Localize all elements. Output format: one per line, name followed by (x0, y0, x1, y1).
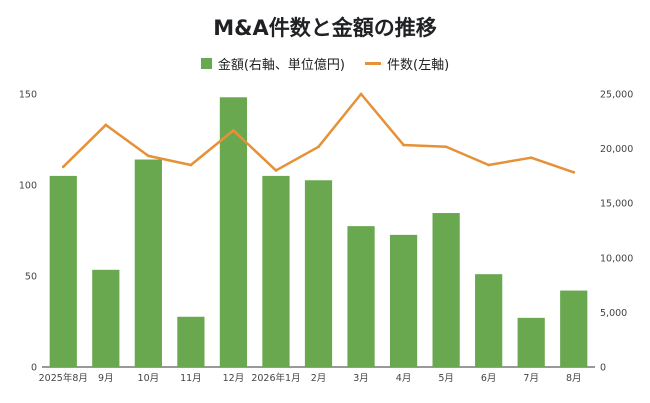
x-tick-label: 2月 (311, 373, 327, 384)
chart-title: M&A件数と金額の推移 (213, 16, 437, 40)
line-point (104, 123, 108, 127)
y-right-tick-label: 10,000 (600, 253, 633, 264)
bar (262, 175, 290, 367)
legend-entry-amount: 金額(右軸、単位億円) (200, 54, 345, 73)
x-tick-label: 2026年1月 (251, 372, 300, 384)
y-left-tick-label: 0 (31, 363, 37, 374)
x-tick-label: 12月 (223, 373, 245, 384)
x-tick-label: 5月 (438, 373, 454, 384)
bar (432, 213, 460, 367)
line-point (317, 145, 320, 149)
x-tick-label: 2025年8月 (39, 372, 88, 384)
line-point (189, 163, 193, 167)
line-point (232, 129, 235, 132)
bar (49, 175, 77, 367)
y-left-tick-label: 50 (25, 272, 37, 283)
y-right-tick-label: 0 (600, 363, 606, 374)
line-point (572, 170, 576, 174)
y-right-tick-label: 20,000 (600, 144, 633, 155)
y-right-tick-label: 5,000 (600, 308, 627, 319)
legend-swatch-count (365, 62, 381, 65)
bar (177, 316, 205, 367)
bar (92, 269, 120, 367)
line-point (274, 169, 278, 172)
x-tick-label: 8月 (566, 373, 582, 384)
x-tick-label: 4月 (396, 373, 412, 384)
line-point (359, 92, 363, 96)
bar (517, 317, 545, 367)
legend-entry-count: 件数(左軸) (365, 54, 449, 73)
bar (304, 180, 333, 367)
legend-label-amount: 金額(右軸、単位億円) (217, 58, 345, 73)
x-tick-label: 6月 (481, 373, 497, 384)
bar (347, 226, 375, 367)
x-tick-label: 10月 (138, 373, 160, 384)
legend: 金額(右軸、単位億円) 件数(左軸) (0, 54, 650, 73)
line-point (146, 154, 150, 158)
x-tick-label: 11月 (180, 373, 202, 384)
y-left-tick-label: 150 (19, 90, 37, 101)
y-left-tick-label: 100 (19, 181, 37, 192)
x-tick-label: 3月 (353, 373, 369, 384)
legend-label-count: 件数(左軸) (387, 58, 450, 73)
line-point (444, 145, 448, 149)
legend-swatch-amount (200, 58, 212, 69)
bar (389, 234, 418, 367)
bar (560, 290, 588, 367)
bar (134, 159, 162, 367)
bar (475, 274, 503, 367)
bar (219, 97, 248, 367)
y-right-tick-label: 15,000 (600, 199, 633, 210)
y-right-tick-label: 25,000 (600, 90, 633, 101)
x-tick-label: 9月 (98, 373, 114, 384)
line-point (402, 143, 405, 147)
line-point (529, 156, 533, 160)
x-tick-label: 7月 (523, 373, 539, 384)
line-point (61, 165, 65, 169)
line-point (487, 163, 491, 167)
